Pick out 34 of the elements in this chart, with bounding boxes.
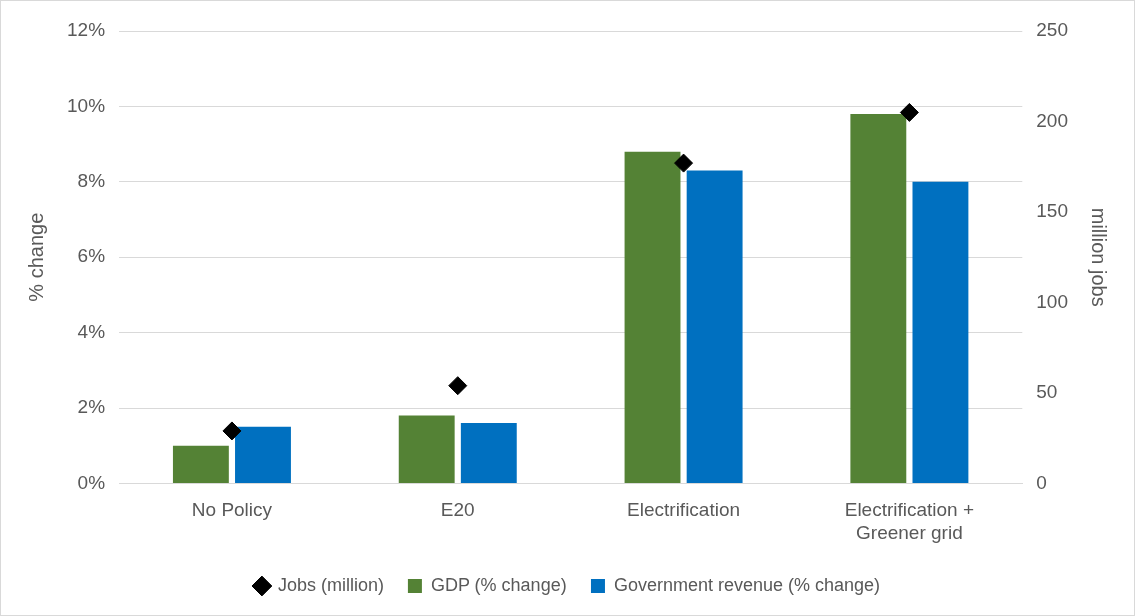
legend-label: Government revenue (% change) (613, 574, 881, 595)
y2-tick-label: 200 (1036, 109, 1068, 131)
y2-axis-title: million jobs (1088, 207, 1111, 307)
point (222, 421, 242, 441)
bar (460, 423, 517, 483)
legend-label: Jobs (million) (277, 574, 384, 595)
point (448, 376, 468, 396)
y-tick-label: 6% (77, 245, 106, 267)
y-axis-title: % change (24, 212, 47, 302)
bar (235, 426, 291, 483)
y-tick-label: 10% (67, 94, 106, 116)
bar (624, 151, 681, 483)
y-tick-label: 0% (77, 471, 106, 493)
bar (686, 170, 743, 483)
point (899, 102, 919, 122)
x-tick-label: Electrification + Greener grid (844, 499, 975, 543)
x-tick-label: No Policy (191, 499, 273, 521)
y2-tick-label: 250 (1036, 19, 1068, 41)
y2-tick-label: 100 (1036, 290, 1068, 312)
bar (398, 415, 455, 483)
y2-tick-label: 0 (1036, 471, 1047, 493)
y-tick-label: 2% (77, 396, 106, 418)
bar (172, 445, 229, 483)
y-tick-label: 8% (77, 170, 106, 192)
y-tick-label: 4% (77, 320, 106, 342)
y-tick-label: 12% (67, 19, 106, 41)
point (674, 153, 694, 173)
x-tick-label: Electrification (627, 499, 741, 521)
bar (912, 181, 969, 483)
y2-tick-label: 150 (1036, 200, 1068, 222)
y2-tick-label: 50 (1036, 381, 1058, 403)
bar (850, 113, 907, 483)
x-tick-label: E20 (440, 499, 475, 521)
legend-label: GDP (% change) (430, 574, 567, 595)
